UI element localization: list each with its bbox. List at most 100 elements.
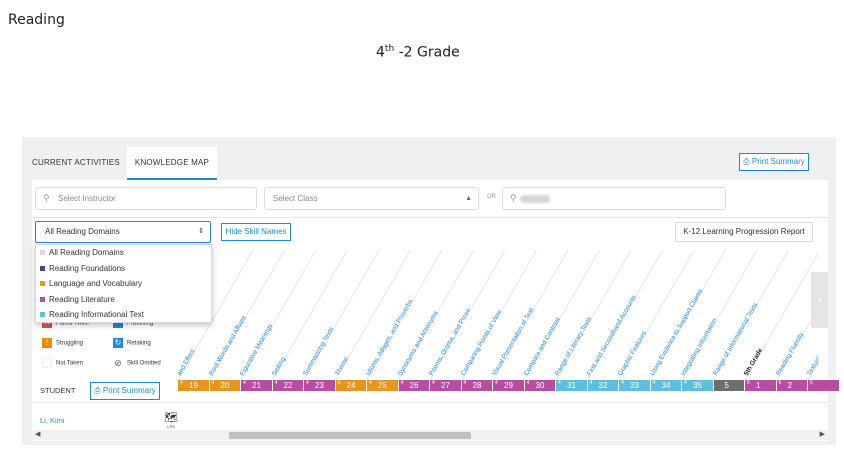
skill-number-cell[interactable]: 4 34 [650,380,682,391]
skill-level: 4 [621,380,624,386]
diagonal-gridline [744,252,818,381]
class-select[interactable]: Select Class ▲ [264,187,479,210]
color-swatch [40,265,45,271]
option-label: Language and Vocabulary [49,279,142,288]
document-title: Reading [8,12,65,28]
hide-skill-names-button[interactable]: Hide Skill Names [221,223,291,241]
retaking-icon: ↻ [113,338,123,348]
learning-map-icon[interactable]: 🗺 LP3 [164,412,178,429]
diagonal-gridline [492,250,569,381]
skill-number-cell[interactable]: 4 19 [178,380,210,391]
legend-retaking: ↻ Retaking [113,338,151,349]
dropdown-option-all[interactable]: All Reading Domains [36,245,211,261]
diagonal-gridline [209,250,285,381]
student-print-summary-button[interactable]: ⎙ Print Summary [90,382,160,400]
grade-heading: 4th -2 Grade [376,44,460,61]
skill-level: 4 [274,380,278,386]
skill-level: 4 [243,380,246,386]
search-icon: ⚲ [43,193,50,203]
tab-current-activities[interactable]: CURRENT ACTIVITIES [32,158,120,167]
legend-label: Struggling [56,340,84,347]
scrollbar-thumb[interactable] [229,432,471,439]
skill-number: 34 [661,381,671,390]
option-label: Reading Foundations [49,263,126,273]
struggling-icon: ! [42,338,52,348]
skill-level: 4 [652,380,656,386]
print-summary-label: Print Summary [751,157,805,166]
student-search-input[interactable]: ⚲ [502,187,726,210]
skill-number-cell[interactable]: 4 22 [272,380,304,391]
dropdown-option-foundations[interactable]: Reading Foundations [36,261,211,277]
option-label: Reading Literature [49,294,115,304]
grade-suffix: th [384,44,395,54]
skill-number-cell[interactable]: 4 35 [682,380,714,391]
skill-level: 4 [180,380,183,386]
skill-number-strip: 4 19 4 20 4 21 4 22 4 23 4 24 4 25 4 26 4 27 4 28 4 29 4 30 4 31 4… [178,380,840,391]
diagonal-gridline [555,250,632,381]
print-summary-button[interactable]: ⎙ Print Summary [739,153,809,171]
legend-not-taken: Not Taken [42,358,83,369]
row-divider [32,402,828,403]
domain-select-value: All Reading Domains [45,227,120,236]
diagonal-gridline [303,250,380,381]
skill-number-cell[interactable]: 4 28 [461,380,493,391]
grade-number: 4 [376,44,385,61]
skill-level: 4 [306,380,309,386]
dropdown-option-literature[interactable]: Reading Literature [36,292,211,308]
skill-number-cell[interactable]: 4 20 [209,380,241,391]
skill-number-cell[interactable]: 4 29 [493,380,525,391]
legend-label: Practicing [127,320,154,327]
diagonal-gridline [650,250,726,381]
skill-level: 4 [526,380,530,386]
next-arrow-button[interactable]: › [811,272,828,328]
color-swatch [40,250,45,255]
skill-number-cell[interactable]: 4 31 [556,380,588,391]
student-name-link[interactable]: Li, Kimi [40,416,65,425]
legend-label: Not Taken [56,360,83,367]
skill-number: 24 [346,381,356,390]
skill-number: 26 [409,381,419,390]
skill-number-cell[interactable]: 4 23 [304,380,336,391]
dropdown-option-informational[interactable]: Reading Informational Text [36,307,211,323]
diagonal-gridlines [178,250,818,381]
skill-number: 31 [567,381,576,390]
skill-number-cell[interactable]: 4 27 [430,380,462,391]
k12-report-button[interactable]: K-12 Learning Progression Report [675,222,813,242]
legend-label: Retaking [127,340,151,347]
skill-level: 5 [810,380,813,386]
scroll-right-icon[interactable]: ▶ [819,431,825,438]
skill-number-cell[interactable]: 4 24 [335,380,367,391]
domain-select[interactable]: All Reading Domains ⇕ [35,221,211,243]
skill-number-cell[interactable]: 4 25 [367,380,399,391]
skill-header-area: and Effect Root Words and Affixes Figurati… [178,250,818,440]
horizontal-scrollbar[interactable]: ◀ ▶ [32,430,828,440]
skill-number-cell[interactable]: 4 21 [241,380,273,391]
skill-level: 5 [747,380,750,386]
color-swatch [40,281,45,286]
filter-row: ⚲ Select Instructor Select Class ▲ OR ⚲ [32,180,828,218]
dropdown-option-language[interactable]: Language and Vocabulary [36,276,211,292]
instructor-search-input[interactable]: ⚲ Select Instructor [35,187,257,210]
map-content: ⚲ Select Instructor Select Class ▲ OR ⚲ Al… [32,180,840,441]
tab-knowledge-map[interactable]: KNOWLEDGE MAP [126,147,218,180]
legend-label: Skill Omitted [127,360,161,367]
skill-number-cell[interactable]: 4 33 [619,380,651,391]
color-swatch [40,312,45,317]
skill-number-cell[interactable]: 5 [808,380,840,391]
diagonal-gridline [587,250,663,381]
practicing-icon [113,318,123,328]
diagonal-gridline [335,250,411,381]
search-icon: ⚲ [510,193,517,203]
skill-number-cell[interactable]: 5 [713,380,745,391]
diagonal-gridline [618,250,695,381]
skill-level: 4 [495,380,498,386]
print-summary-label: Print Summary [102,386,156,395]
skill-number-cell[interactable]: 4 32 [587,380,619,391]
option-label: Reading Informational Text [49,310,145,319]
scroll-left-icon[interactable]: ◀ [35,431,41,438]
skill-number-cell[interactable]: 4 26 [398,380,430,391]
skill-number: 29 [504,381,513,390]
skill-number-cell[interactable]: 4 30 [524,380,556,391]
